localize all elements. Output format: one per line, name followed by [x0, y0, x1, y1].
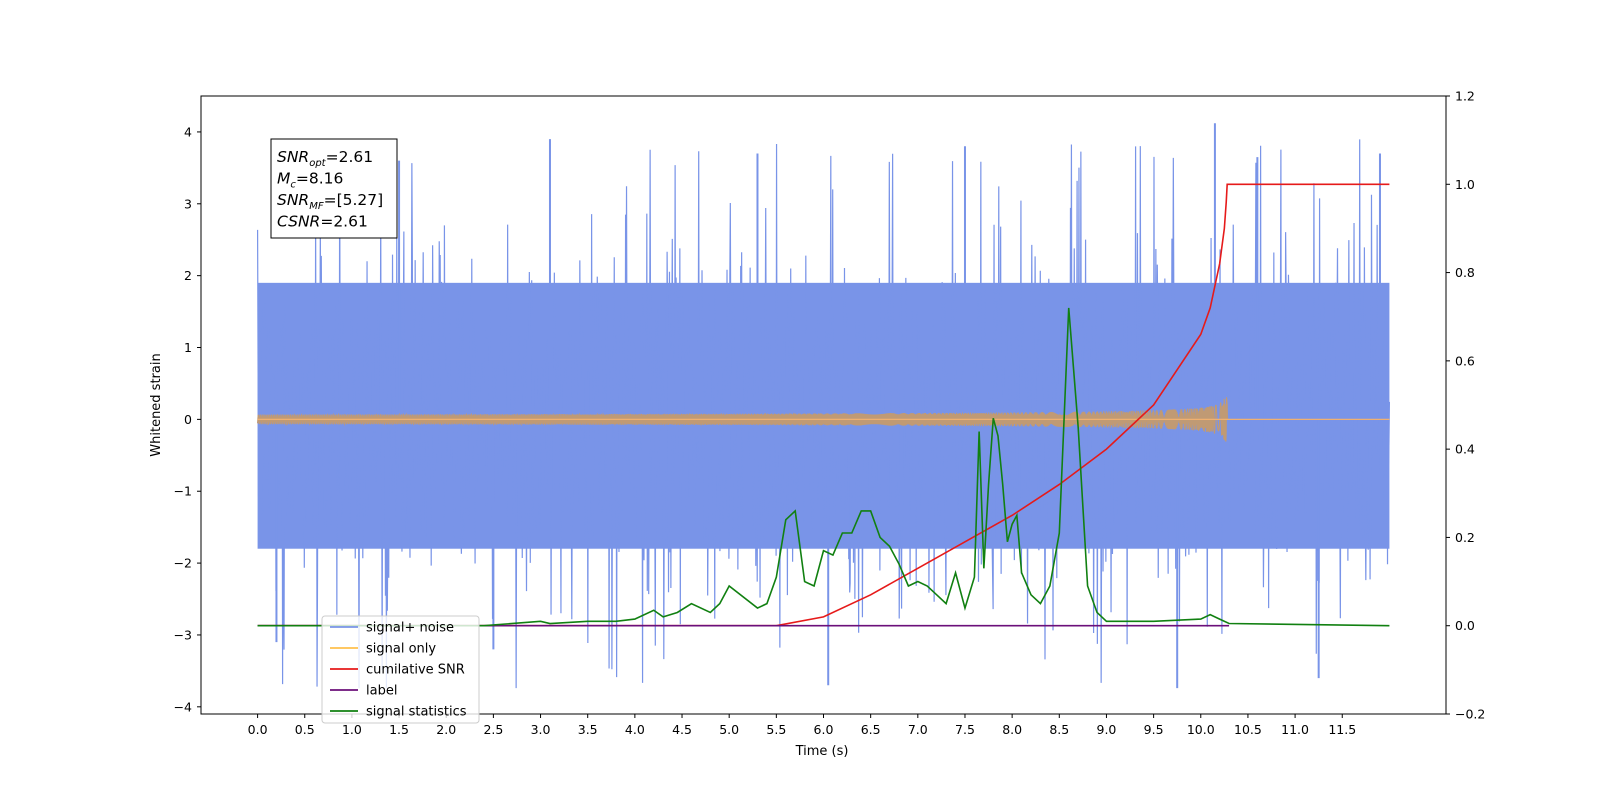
y-axis-title: Whitened strain	[149, 353, 164, 456]
signal-only-line	[256, 397, 1230, 442]
y2-tick-label: 0.4	[1455, 442, 1475, 457]
y-tick-label: 3	[184, 196, 192, 211]
x-tick-label: 2.0	[436, 722, 456, 737]
stats-annotation-line: SNRopt=2.61	[277, 148, 373, 169]
legend-label: cumilative SNR	[366, 663, 465, 678]
x-tick-label: 8.0	[1002, 722, 1022, 737]
x-tick-label: 7.5	[955, 722, 975, 737]
legend-label: signal statistics	[366, 705, 467, 720]
y-tick-label: −4	[174, 699, 192, 714]
x-tick-label: 2.5	[483, 722, 503, 737]
x-tick-label: 7.0	[908, 722, 928, 737]
x-tick-label: 11.0	[1281, 722, 1309, 737]
x-tick-label: 1.5	[389, 722, 409, 737]
y2-tick-label: 0.8	[1455, 265, 1475, 280]
y2-tick-label: 1.2	[1455, 89, 1475, 104]
x-tick-label: 10.5	[1234, 722, 1262, 737]
plot-area	[256, 123, 1391, 689]
x-tick-label: 6.5	[861, 722, 881, 737]
cumilative-snr-line	[257, 183, 1390, 627]
legend[interactable]: signal+ noise signal only cumilative SNR la…	[321, 615, 480, 724]
y2-tick-label: 0.0	[1455, 618, 1475, 633]
x-tick-label: 1.0	[342, 722, 362, 737]
series-layer	[256, 123, 1391, 689]
y2-tick-label: −0.2	[1455, 707, 1485, 722]
x-tick-label: 5.5	[766, 722, 786, 737]
signal-statistics-line	[257, 307, 1390, 627]
stats-annotation-frame	[270, 138, 398, 239]
x-tick-label: 4.0	[625, 722, 645, 737]
y2-tick-label: 0.6	[1455, 353, 1475, 368]
y-tick-label: 2	[184, 268, 192, 283]
x-axis-title: Time (s)	[795, 744, 849, 759]
legend-frame	[321, 615, 480, 724]
x-tick-label: 9.0	[1097, 722, 1117, 737]
x-tick-label: 11.5	[1328, 722, 1356, 737]
y-axis-right: −0.2 0.0 0.2 0.4 0.6 0.8 1.0 1.2	[1446, 89, 1485, 722]
legend-label: label	[366, 684, 397, 699]
y2-tick-label: 1.0	[1455, 177, 1475, 192]
stats-annotation-line: CSNR=2.61	[277, 213, 368, 231]
y-tick-label: −1	[174, 484, 192, 499]
y-tick-label: 4	[184, 124, 192, 139]
signal-noise-line	[256, 139, 1391, 689]
legend-label: signal only	[366, 642, 436, 657]
x-tick-label: 3.0	[531, 722, 551, 737]
x-tick-label: 3.5	[578, 722, 598, 737]
x-tick-label: 6.0	[814, 722, 834, 737]
x-tick-label: 0.5	[295, 722, 315, 737]
stats-annotation-line: Mc=8.16	[277, 170, 343, 191]
x-tick-label: 10.0	[1187, 722, 1215, 737]
x-tick-label: 4.5	[672, 722, 692, 737]
x-tick-label: 9.5	[1144, 722, 1164, 737]
y-tick-label: 1	[184, 340, 192, 355]
x-tick-label: 8.5	[1049, 722, 1069, 737]
stats-annotation-line: SNRMF=[5.27]	[277, 191, 383, 212]
x-axis: 0.0 0.5 1.0 1.5 2.0 2.5 3.0 3.5 4.0 4.5 5.0 5.5 6.0 6…	[248, 714, 1356, 737]
y2-tick-label: 0.2	[1455, 530, 1475, 545]
x-tick-label: 5.0	[719, 722, 739, 737]
y-tick-label: −3	[174, 627, 192, 642]
y-axis-left: −4 −3 −2 −1 0 1 2 3 4	[174, 124, 201, 714]
legend-label: signal+ noise	[366, 621, 454, 636]
x-tick-label: 0.0	[248, 722, 268, 737]
y-tick-label: 0	[184, 412, 192, 427]
y-tick-label: −2	[174, 556, 192, 571]
